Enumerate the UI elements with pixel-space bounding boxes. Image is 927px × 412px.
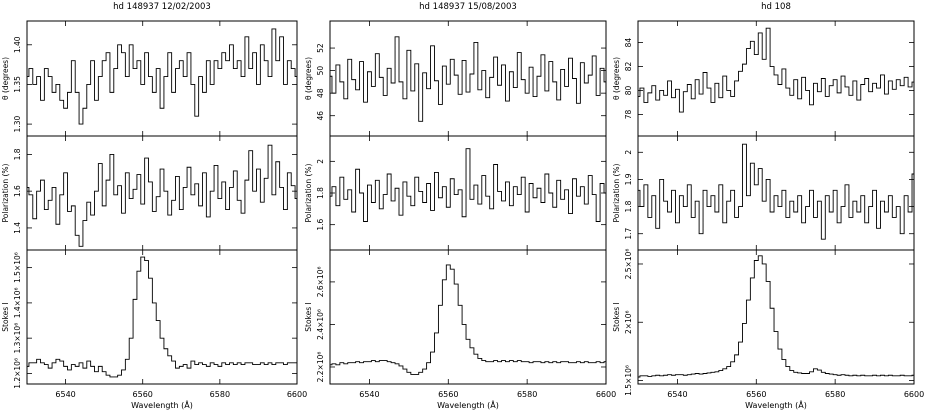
panel-stokes-i: 1.5×10⁶ 2×10⁶ 2.5×10⁶ Stokes I bbox=[612, 249, 915, 396]
x-tick-label: 6560 bbox=[746, 390, 766, 399]
x-tick-label: 6540 bbox=[359, 390, 379, 399]
panel-angle: 1.30 1.35 1.40θ (degrees) bbox=[1, 20, 298, 137]
y-tick-label: 1.35 bbox=[13, 76, 22, 93]
y-axis-label: θ (degrees) bbox=[1, 57, 10, 100]
y-tick-label: 2×10⁶ bbox=[624, 310, 633, 334]
data-series-trace bbox=[638, 255, 914, 378]
panel-stokes-i: 1.2×10⁶ 1.3×10⁶ 1.4×10⁶ 1.5×10⁶ Stokes I bbox=[1, 249, 298, 389]
chart-title: hd 148937 12/02/2003 bbox=[113, 2, 211, 12]
y-tick-label: 1.6 bbox=[13, 185, 22, 197]
y-tick-label: 1.8 bbox=[13, 148, 22, 160]
panel-polarization: 1.7 1.8 1.9 2 Polarization (%) bbox=[612, 135, 915, 251]
y-axis-label: Polarization (%) bbox=[304, 163, 313, 222]
x-axis-label: Wavelength (Å) bbox=[745, 399, 807, 410]
y-axis-label: Polarization (%) bbox=[1, 163, 10, 222]
y-tick-label: 78 bbox=[624, 109, 633, 119]
panel-angle: 78 80 82 84θ (degrees) bbox=[612, 20, 915, 137]
y-tick-label: 46 bbox=[316, 111, 325, 121]
data-series-trace bbox=[27, 28, 297, 125]
x-tick-label: 6580 bbox=[825, 390, 845, 399]
y-axis-label: Stokes I bbox=[1, 302, 10, 331]
y-tick-label: 1.30 bbox=[13, 116, 22, 133]
y-tick-label: 2 bbox=[624, 150, 633, 155]
chart-title: hd 108 bbox=[761, 2, 791, 12]
y-tick-label: 1.8 bbox=[316, 187, 325, 199]
y-tick-label: 82 bbox=[624, 62, 633, 72]
data-series-trace bbox=[330, 264, 606, 375]
x-axis-label: Wavelength (Å) bbox=[131, 399, 193, 410]
y-axis-label: Stokes I bbox=[612, 302, 621, 331]
y-tick-label: 2.2×10⁶ bbox=[316, 352, 325, 383]
chart-column-1: hd 148937 12/02/2003 1.30 1.35 1.40θ (degre… bbox=[1, 2, 307, 410]
y-tick-label: 80 bbox=[624, 85, 633, 95]
y-tick-label: 2 bbox=[316, 159, 325, 164]
chart-title: hd 148937 15/08/2003 bbox=[419, 2, 517, 12]
y-tick-label: 1.6 bbox=[316, 218, 325, 230]
x-tick-label: 6600 bbox=[904, 390, 924, 399]
y-axis-label: θ (degrees) bbox=[612, 57, 621, 100]
y-tick-label: 2.4×10⁶ bbox=[316, 309, 325, 340]
data-series-trace bbox=[27, 144, 297, 247]
y-tick-label: 1.8 bbox=[624, 200, 633, 212]
y-axis-label: θ (degrees) bbox=[304, 57, 313, 100]
y-tick-label: 52 bbox=[316, 43, 325, 53]
y-tick-label: 2.6×10⁶ bbox=[316, 267, 325, 298]
data-series-trace bbox=[330, 36, 606, 122]
x-tick-label: 6540 bbox=[667, 390, 687, 399]
y-tick-label: 1.5×10⁶ bbox=[13, 252, 22, 283]
y-tick-label: 1.2×10⁶ bbox=[13, 358, 22, 389]
y-tick-label: 1.9 bbox=[624, 173, 633, 185]
y-tick-label: 50 bbox=[316, 66, 325, 76]
x-axis-label: Wavelength (Å) bbox=[437, 399, 499, 410]
panel-angle: 46 48 50 52θ (degrees) bbox=[304, 20, 607, 137]
chart-column-2: hd 148937 15/08/2003 46 48 50 52θ (degrees) 1… bbox=[304, 2, 616, 410]
y-axis-label: Polarization (%) bbox=[612, 163, 621, 222]
data-series-trace bbox=[638, 143, 914, 240]
data-series-trace bbox=[638, 27, 914, 113]
y-tick-label: 84 bbox=[624, 38, 633, 48]
x-tick-label: 6600 bbox=[596, 390, 616, 399]
x-tick-label: 6560 bbox=[133, 390, 153, 399]
y-tick-label: 1.3×10⁶ bbox=[13, 323, 22, 354]
panel-frame bbox=[26, 249, 298, 385]
panel-frame bbox=[637, 249, 915, 385]
x-tick-label: 6580 bbox=[210, 390, 230, 399]
y-tick-label: 1.40 bbox=[13, 36, 22, 53]
y-tick-label: 1.4×10⁶ bbox=[13, 288, 22, 319]
y-tick-label: 1.7 bbox=[624, 228, 633, 240]
y-tick-label: 48 bbox=[316, 88, 325, 98]
x-tick-label: 6600 bbox=[287, 390, 307, 399]
x-tick-label: 6540 bbox=[55, 390, 75, 399]
x-tick-label: 6580 bbox=[517, 390, 537, 399]
data-series-trace bbox=[330, 148, 606, 222]
panel-frame bbox=[329, 249, 607, 385]
y-tick-label: 2.5×10⁶ bbox=[624, 249, 633, 280]
panel-frame bbox=[637, 20, 915, 137]
y-tick-label: 1.5×10⁶ bbox=[624, 365, 633, 396]
y-tick-label: 1.4 bbox=[13, 222, 22, 234]
data-series-trace bbox=[27, 256, 297, 378]
chart-column-3: hd 108 78 80 82 84θ (degrees) 1.7 1.8 1.9 2 Polar… bbox=[612, 2, 924, 410]
y-axis-label: Stokes I bbox=[304, 302, 313, 331]
x-tick-label: 6560 bbox=[438, 390, 458, 399]
